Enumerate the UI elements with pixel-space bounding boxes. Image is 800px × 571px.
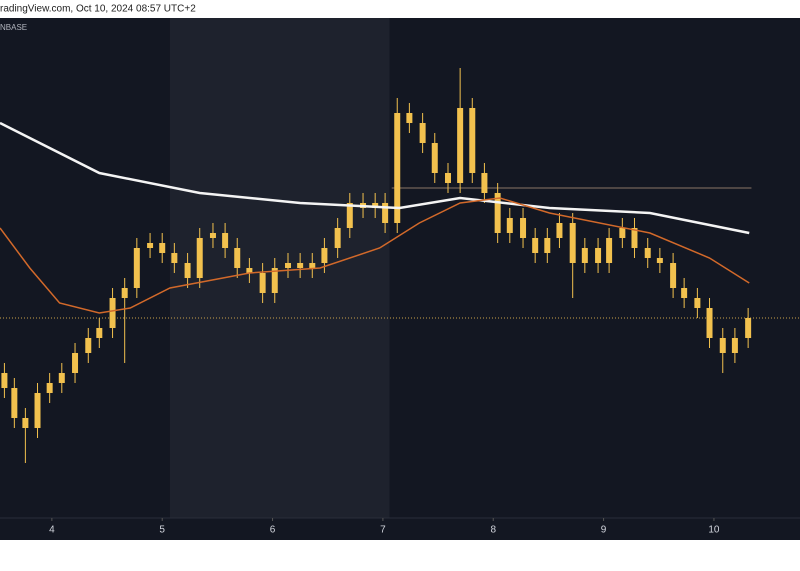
chart-background	[0, 18, 800, 540]
candle-body	[147, 243, 154, 248]
candle-body	[606, 238, 613, 263]
x-tick-label: 7	[380, 525, 386, 536]
candle-body	[11, 388, 18, 418]
candle-body	[681, 288, 688, 298]
candle-body	[321, 248, 328, 263]
candle-body	[133, 248, 140, 288]
candle-body	[109, 298, 116, 328]
x-tick-label: 4	[49, 525, 55, 536]
candle-body	[394, 113, 401, 223]
candle-body	[334, 228, 341, 248]
candle-body	[694, 298, 701, 308]
candle-body	[656, 258, 663, 263]
candle-body	[631, 228, 638, 248]
candle-body	[222, 233, 229, 248]
candle-body	[346, 203, 353, 228]
candle-body	[271, 268, 278, 293]
candle-body	[209, 233, 216, 238]
candle-body	[297, 263, 304, 268]
candle-body	[159, 243, 166, 253]
highlight-band	[169, 18, 390, 518]
candle-body	[431, 143, 438, 173]
candle-body	[706, 308, 713, 338]
candle-body	[532, 238, 539, 253]
candle-body	[309, 263, 316, 268]
candle-body	[644, 248, 651, 258]
candle-body	[372, 203, 379, 208]
x-tick-label: 9	[601, 525, 607, 536]
candle-body	[494, 193, 501, 233]
candle-body	[520, 218, 527, 238]
candle-body	[234, 248, 241, 268]
candle-body	[22, 418, 29, 428]
candle-body	[731, 338, 738, 353]
candle-body	[72, 353, 79, 373]
candle-body	[506, 218, 513, 233]
candle-body	[481, 173, 488, 193]
candle-body	[382, 203, 389, 223]
candle-body	[719, 338, 726, 353]
candle-body	[419, 123, 426, 143]
candle-body	[670, 263, 677, 288]
candle-body	[46, 383, 53, 393]
candle-body	[285, 263, 291, 268]
candle-body	[556, 223, 563, 238]
candle-body	[34, 393, 41, 428]
x-tick-label: 6	[270, 525, 276, 536]
candle-body	[469, 108, 476, 173]
candle-body	[581, 248, 588, 263]
candle-body	[619, 228, 626, 238]
candle-body	[445, 173, 451, 183]
candle-body	[171, 253, 178, 263]
candle-body	[569, 223, 576, 263]
candle-body	[196, 238, 203, 278]
candle-body	[406, 113, 413, 123]
candle-body	[745, 318, 752, 338]
candle-body	[259, 273, 266, 293]
candle-body	[58, 373, 65, 383]
candle-body	[457, 108, 464, 183]
candle-body	[184, 263, 191, 278]
candle-body	[1, 373, 8, 388]
chart-subtitle: NBASE	[0, 23, 27, 32]
candle-body	[96, 328, 103, 338]
x-tick-label: 8	[490, 525, 496, 536]
moving-average	[0, 197, 750, 314]
candle-body	[544, 238, 551, 253]
candle-body	[595, 248, 602, 263]
moving-average	[0, 121, 750, 235]
candle-body	[121, 288, 128, 298]
candle-body	[246, 268, 253, 273]
chart-title: radingView.com, Oct 10, 2024 08:57 UTC+2	[0, 4, 196, 15]
x-tick-label: 5	[159, 525, 165, 536]
x-tick-label: 10	[708, 525, 720, 536]
candle-body	[85, 338, 92, 353]
